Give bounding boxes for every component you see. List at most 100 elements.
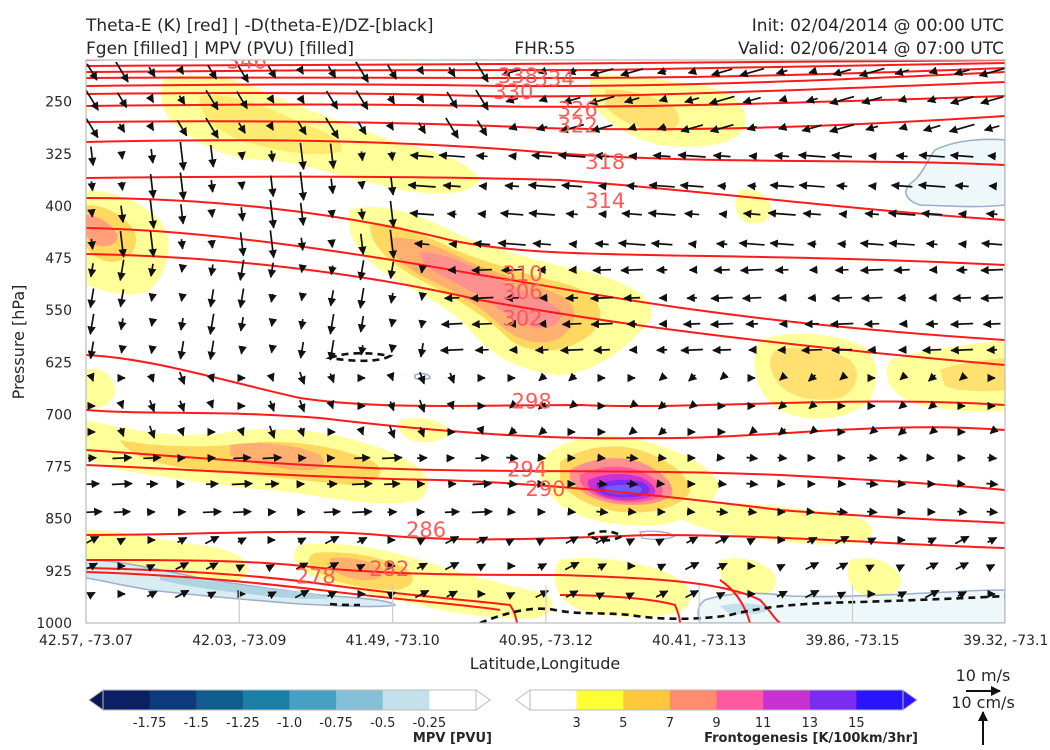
vector-arrow <box>710 293 733 303</box>
vector-arrow <box>86 591 96 600</box>
vector-arrow <box>625 592 635 601</box>
vector-arrow <box>87 263 97 278</box>
vector-arrow <box>471 265 493 275</box>
vector-arrow <box>626 479 639 489</box>
vector-arrow <box>446 209 457 219</box>
y-tick-label: 850 <box>45 512 72 528</box>
vector-arrow <box>237 207 247 222</box>
vector-arrow <box>148 263 157 278</box>
vector-arrow <box>620 68 644 78</box>
vector-arrow <box>356 536 368 545</box>
vector-arrow <box>566 67 577 76</box>
vector-arrow <box>859 265 884 275</box>
vector-arrow <box>298 264 308 274</box>
colorbar-tick-label: -1.25 <box>226 716 260 731</box>
vector-arrow <box>625 537 636 547</box>
vector-arrow <box>178 204 187 225</box>
vector-arrow <box>268 317 278 328</box>
vector-key-horizontal-label: 10 m/s <box>956 666 1011 685</box>
vector-arrow <box>595 536 609 545</box>
vector-arrow <box>207 208 216 218</box>
vector-arrow <box>928 400 938 410</box>
vector-arrow <box>177 95 186 106</box>
vector-arrow <box>835 562 849 571</box>
vector-arrow <box>508 122 518 131</box>
vector-arrow <box>175 65 185 75</box>
vector-arrow <box>835 181 848 191</box>
vector-arrow <box>506 453 519 463</box>
vector-arrow <box>298 318 307 330</box>
vector-arrow <box>679 181 704 190</box>
vector-arrow <box>415 93 425 104</box>
vector-arrow <box>474 345 489 355</box>
theta-e-label: 322 <box>558 113 598 137</box>
vector-arrow <box>237 151 246 161</box>
y-tick-label: 700 <box>45 407 72 423</box>
vector-arrow <box>381 453 403 463</box>
vector-arrow <box>834 265 849 275</box>
vector-arrow <box>86 63 98 81</box>
vector-arrow <box>386 95 396 105</box>
colorbar-segment <box>809 690 857 710</box>
vector-arrow <box>268 344 278 354</box>
vector-arrow <box>564 561 580 571</box>
vector-arrow <box>569 399 579 409</box>
vector-arrow <box>620 265 643 275</box>
vector-arrow <box>917 181 946 190</box>
vector-arrow <box>774 151 790 161</box>
vector-arrow <box>898 400 908 410</box>
stability-dashed-contours <box>325 351 1005 623</box>
vector-arrow <box>297 537 307 546</box>
vector-arrow <box>208 264 217 277</box>
vector-arrow <box>626 453 639 463</box>
vector-arrow <box>296 427 305 438</box>
vector-arrow <box>648 181 675 190</box>
vector-arrow <box>712 151 731 161</box>
vector-arrow <box>327 290 337 307</box>
vector-arrow <box>716 591 726 600</box>
vector-arrow <box>808 66 818 75</box>
vector-arrow <box>647 209 676 218</box>
vector-arrow <box>328 265 337 276</box>
y-tick-label: 325 <box>45 147 72 163</box>
vector-arrow <box>148 231 157 258</box>
vector-arrow <box>920 209 943 219</box>
vector-arrow <box>86 535 100 545</box>
vector-arrow <box>949 151 974 160</box>
vector-arrow <box>177 340 186 360</box>
vector-arrow <box>713 265 730 275</box>
x-tick-label: 41.49, -73.10 <box>346 633 440 649</box>
vector-arrow <box>237 317 247 332</box>
vector-arrow <box>325 561 340 571</box>
vector-arrow <box>409 151 434 160</box>
vector-arrow <box>267 400 276 412</box>
vector-arrow <box>677 151 706 160</box>
vector-arrow <box>267 591 277 600</box>
vector-arrow <box>417 122 426 135</box>
vector-arrow <box>683 209 700 219</box>
vector-arrow <box>237 288 246 309</box>
vector-arrow <box>208 144 217 168</box>
vector-arrow <box>746 123 757 132</box>
vector-arrow <box>417 399 426 413</box>
vector-arrow <box>806 536 818 545</box>
vector-arrow <box>295 65 304 75</box>
mpv-colorbar-label: MPV [PVU] <box>413 731 492 746</box>
title-init: Init: 02/04/2014 @ 00:00 UTC <box>752 16 1004 36</box>
colorbar-segment <box>196 690 244 710</box>
vector-arrow <box>777 453 788 462</box>
colorbar-tick-label: -0.25 <box>413 716 447 731</box>
vector-arrow <box>446 400 455 410</box>
theta-e-label: 302 <box>502 307 542 331</box>
vector-arrow <box>925 239 938 249</box>
vector-arrow <box>416 562 428 571</box>
vector-arrow <box>655 538 665 547</box>
vector-arrow <box>327 590 338 599</box>
vector-arrow <box>298 171 307 201</box>
vector-arrow <box>719 371 729 381</box>
vector-arrow <box>742 209 761 219</box>
vector-arrow <box>177 536 188 545</box>
vector-arrow <box>918 151 945 160</box>
vector-arrow <box>655 590 669 599</box>
vector-arrow <box>206 373 215 383</box>
